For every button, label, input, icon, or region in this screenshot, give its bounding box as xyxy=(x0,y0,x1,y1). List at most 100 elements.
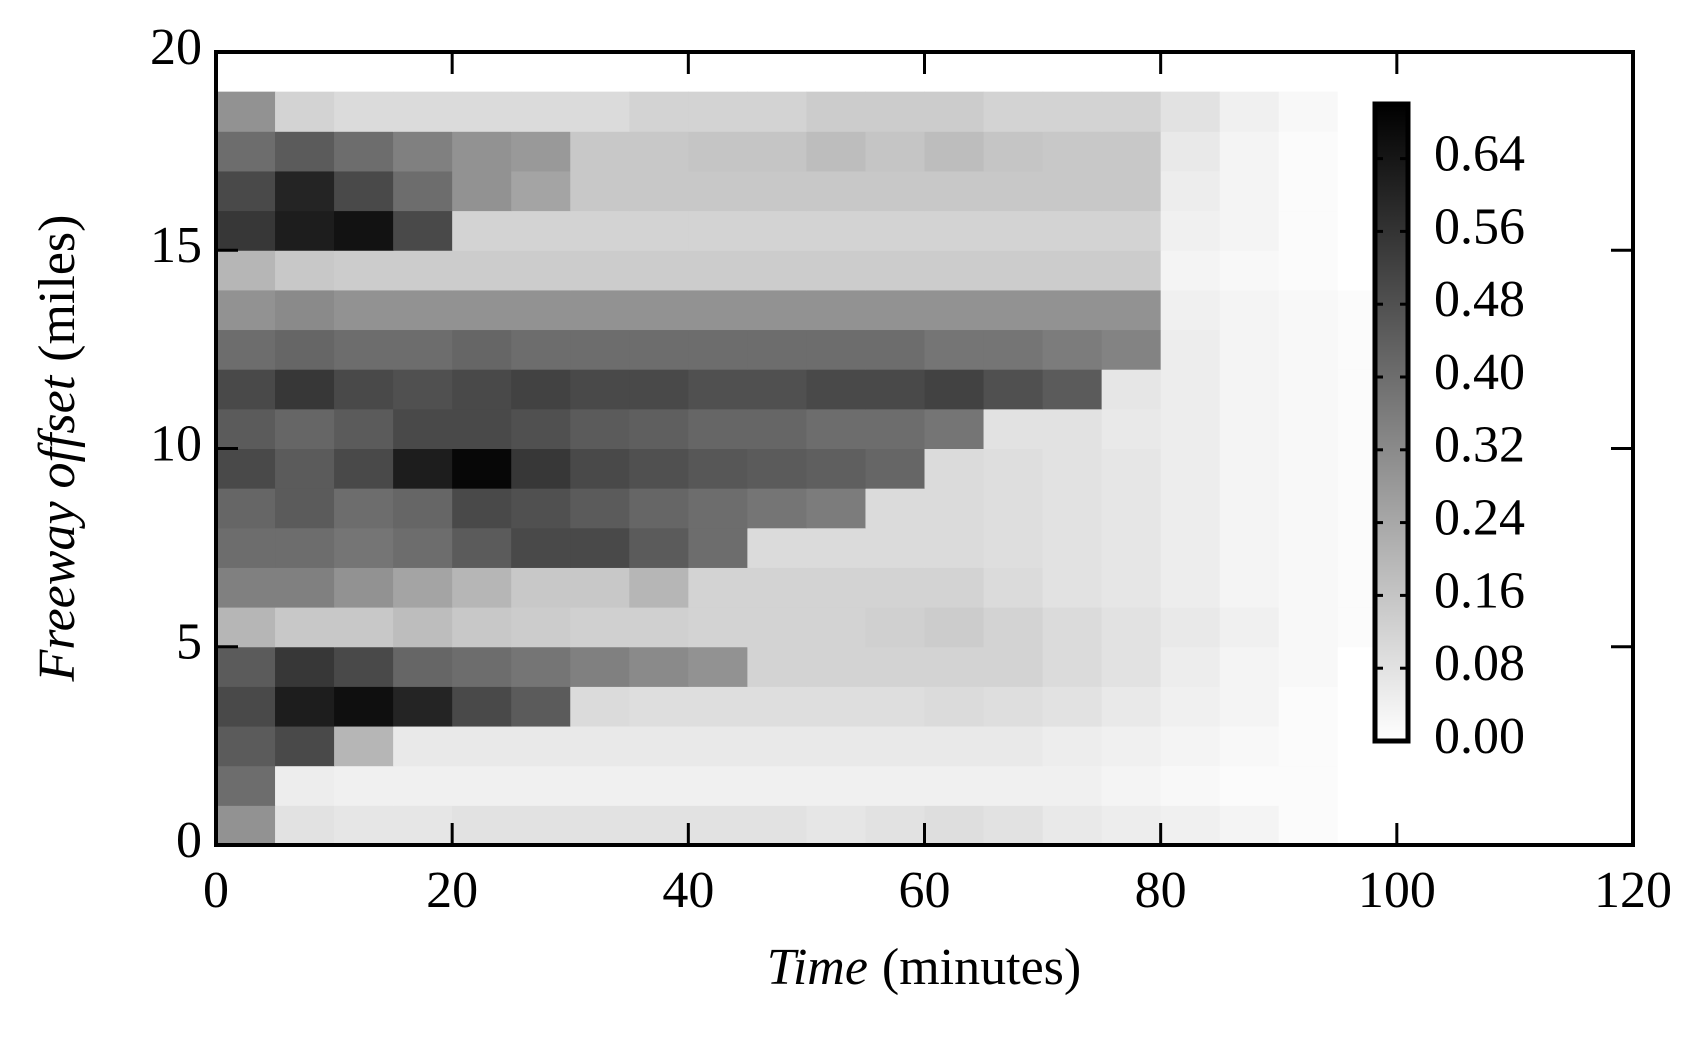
heat-cell xyxy=(629,765,689,806)
heat-cell xyxy=(1042,210,1103,251)
heat-cell xyxy=(747,369,807,410)
heat-cell xyxy=(393,527,453,568)
heat-cell xyxy=(1160,329,1221,370)
heat-cell xyxy=(570,91,630,132)
heat-cell xyxy=(747,726,807,767)
heat-cell xyxy=(1219,567,1280,608)
heat-cell xyxy=(511,686,571,727)
heat-cell xyxy=(275,250,335,291)
heat-cell xyxy=(629,686,689,727)
heat-cell xyxy=(1278,567,1339,608)
heat-cell xyxy=(570,686,630,727)
heat-cell xyxy=(275,131,335,172)
heat-cell xyxy=(924,646,985,687)
heat-cell xyxy=(629,805,689,846)
heat-cell xyxy=(806,131,866,172)
heat-cell xyxy=(629,607,689,648)
heat-cell xyxy=(216,567,276,608)
heat-cell xyxy=(688,765,748,806)
heat-cell xyxy=(452,448,512,489)
heat-cell xyxy=(747,607,807,648)
heat-cell xyxy=(983,567,1044,608)
heat-cell xyxy=(393,131,453,172)
heat-cell xyxy=(983,131,1044,172)
heat-cell xyxy=(865,765,925,806)
heat-cell xyxy=(452,210,512,251)
heat-cell xyxy=(983,91,1044,132)
heat-cell xyxy=(924,527,985,568)
heat-cell xyxy=(688,448,748,489)
heat-cell xyxy=(334,527,394,568)
heat-cell xyxy=(1042,765,1103,806)
heat-cell xyxy=(688,567,748,608)
heat-cell xyxy=(806,448,866,489)
heat-cell xyxy=(393,646,453,687)
heat-cell xyxy=(275,408,335,449)
heat-cell xyxy=(1278,91,1339,132)
heat-cell xyxy=(1101,686,1162,727)
heat-cell xyxy=(511,488,571,529)
heat-cell xyxy=(1278,527,1339,568)
x-tick-label: 0 xyxy=(203,862,229,919)
heat-cell xyxy=(334,369,394,410)
heat-cell xyxy=(1219,91,1280,132)
heat-cell xyxy=(216,646,276,687)
heat-cell xyxy=(983,646,1044,687)
heat-cell xyxy=(1278,369,1339,410)
heat-cell xyxy=(570,488,630,529)
heat-cell xyxy=(216,369,276,410)
heat-cell xyxy=(570,210,630,251)
heat-cell xyxy=(806,567,866,608)
heat-cell xyxy=(1101,726,1162,767)
x-tick-label: 100 xyxy=(1358,862,1436,919)
heat-cell xyxy=(570,765,630,806)
colorbar-tick-label: 0.16 xyxy=(1434,562,1525,619)
heat-cell xyxy=(1101,765,1162,806)
heat-cell xyxy=(1160,369,1221,410)
heat-cell xyxy=(865,289,925,331)
heat-cell xyxy=(688,646,748,687)
heat-cell xyxy=(275,607,335,648)
heat-cell xyxy=(1042,686,1103,727)
heat-cell xyxy=(452,408,512,449)
heat-cell xyxy=(570,607,630,648)
heat-cell xyxy=(216,765,276,806)
heat-cell xyxy=(983,607,1044,648)
heat-cell xyxy=(570,646,630,687)
heat-cell xyxy=(806,686,866,727)
heat-cell xyxy=(334,210,394,251)
heat-cell xyxy=(334,646,394,687)
heat-cell xyxy=(688,91,748,132)
colorbar-tick-label: 0.56 xyxy=(1434,198,1525,255)
heat-cell xyxy=(570,131,630,172)
heat-cell xyxy=(1278,805,1339,846)
heat-cell xyxy=(452,170,512,212)
heat-cell xyxy=(511,527,571,568)
heat-cell xyxy=(216,805,276,846)
heat-cell xyxy=(747,765,807,806)
heat-cell xyxy=(570,170,630,212)
heat-cell xyxy=(924,369,985,410)
heat-cell xyxy=(216,408,276,449)
heat-cell xyxy=(511,448,571,489)
heat-cell xyxy=(1160,726,1221,767)
heat-cell xyxy=(1101,289,1162,331)
heat-cell xyxy=(452,607,512,648)
heat-cell xyxy=(452,488,512,529)
heat-cell xyxy=(1160,567,1221,608)
heat-cell xyxy=(629,210,689,251)
heat-cell xyxy=(688,250,748,291)
heat-cell xyxy=(1278,488,1339,529)
heat-cell xyxy=(452,805,512,846)
heat-cell xyxy=(1219,369,1280,410)
heat-cell xyxy=(1101,131,1162,172)
heat-cell xyxy=(452,567,512,608)
heat-cell xyxy=(924,607,985,648)
heat-cell xyxy=(275,805,335,846)
heat-cell xyxy=(688,686,748,727)
heat-cell xyxy=(1042,408,1103,449)
heat-cell xyxy=(1160,91,1221,132)
plot-frame xyxy=(214,50,1635,847)
heat-cell xyxy=(924,726,985,767)
